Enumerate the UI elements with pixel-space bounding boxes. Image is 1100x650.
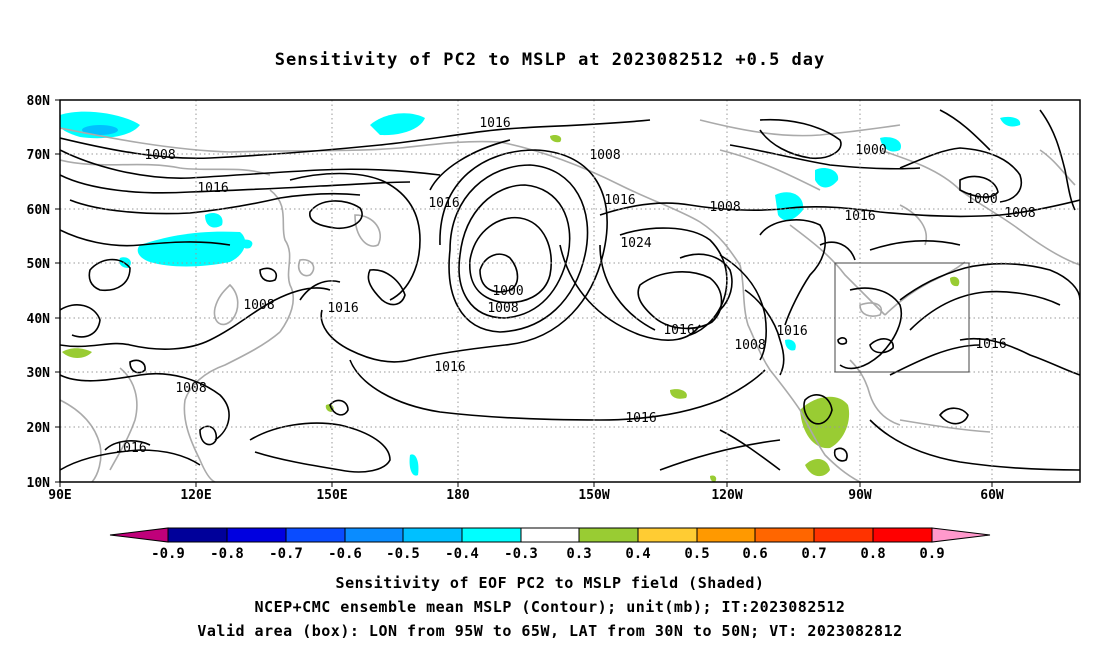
contour-label: 1016 <box>776 324 807 339</box>
lon-label: 180 <box>446 488 470 503</box>
colorbar-labels: -0.9 -0.8 -0.7 -0.6 -0.5 -0.4 -0.3 0.3 0… <box>151 546 945 562</box>
lat-label: 70N <box>27 148 51 163</box>
contour-label: 1008 <box>734 338 765 353</box>
contour-label: 1000 <box>966 192 997 207</box>
lat-label: 80N <box>27 94 51 109</box>
colorbar-swatch <box>754 527 815 543</box>
mslp-contours <box>60 109 1080 473</box>
contour-label: 1016 <box>975 337 1006 352</box>
latitude-labels: 80N 70N 60N 50N 40N 30N 20N 10N <box>27 94 51 491</box>
colorbar-swatch <box>637 527 698 543</box>
colorbar-left-arrow <box>109 527 169 543</box>
contour-label: 1016 <box>428 196 459 211</box>
coastlines <box>60 119 1080 482</box>
axis-ticks <box>55 99 993 487</box>
colorbar-label: 0.4 <box>625 546 650 562</box>
footer-line-1: Sensitivity of EOF PC2 to MSLP field (Sh… <box>335 574 765 592</box>
colorbar-right-arrow <box>931 527 991 543</box>
contour-label: 1016 <box>115 441 146 456</box>
colorbar <box>109 527 991 543</box>
colorbar-label: 0.9 <box>919 546 944 562</box>
lon-label: 150W <box>578 488 609 503</box>
contour-label: 1000 <box>855 143 886 158</box>
colorbar-label: -0.4 <box>445 546 479 562</box>
contour-label: 1016 <box>434 360 465 375</box>
contour-label: 1008 <box>487 301 518 316</box>
lat-label: 40N <box>27 312 51 327</box>
chart-title: Sensitivity of PC2 to MSLP at 2023082512… <box>274 50 826 70</box>
colorbar-swatch <box>578 527 639 543</box>
colorbar-swatch <box>520 527 580 543</box>
lon-label: 120E <box>180 488 211 503</box>
contour-label: 1016 <box>625 411 656 426</box>
contour-label: 1016 <box>844 209 875 224</box>
contour-label: 1016 <box>327 301 358 316</box>
lon-label: 90W <box>848 488 872 503</box>
grid-lines <box>60 100 1080 482</box>
colorbar-label: 0.8 <box>860 546 885 562</box>
lat-label: 10N <box>27 476 51 491</box>
colorbar-swatch <box>344 527 404 543</box>
lat-label: 20N <box>27 421 51 436</box>
lon-label: 120W <box>711 488 742 503</box>
colorbar-label: 0.6 <box>742 546 767 562</box>
contour-label: 1016 <box>197 181 228 196</box>
lon-label: 60W <box>980 488 1004 503</box>
colorbar-swatch <box>402 527 463 543</box>
lat-label: 50N <box>27 257 51 272</box>
colorbar-swatch <box>696 527 756 543</box>
contour-label: 1008 <box>709 200 740 215</box>
lon-label: 150E <box>316 488 347 503</box>
valid-area-box <box>834 262 970 373</box>
colorbar-swatch <box>813 527 874 543</box>
footer-line-3: Valid area (box): LON from 95W to 65W, L… <box>197 622 903 640</box>
colorbar-swatch <box>461 527 522 543</box>
colorbar-swatch <box>285 527 346 543</box>
colorbar-label: -0.9 <box>151 546 185 562</box>
colorbar-label: 0.7 <box>801 546 826 562</box>
contour-label: 1016 <box>604 193 635 208</box>
longitude-labels: 90E 120E 150E 180 150W 120W 90W 60W <box>48 488 1004 503</box>
contour-label: 1008 <box>175 381 206 396</box>
colorbar-label: -0.6 <box>328 546 362 562</box>
contour-label: 1000 <box>492 284 523 299</box>
colorbar-swatch <box>167 527 228 543</box>
contour-label: 1008 <box>243 298 274 313</box>
contour-label: 1008 <box>144 148 175 163</box>
colorbar-label: 0.5 <box>684 546 709 562</box>
colorbar-label: -0.3 <box>504 546 538 562</box>
map-frame <box>59 99 1081 483</box>
colorbar-label: -0.5 <box>386 546 420 562</box>
contour-label: 1024 <box>620 236 651 251</box>
contour-label: 1016 <box>663 323 694 338</box>
footer-line-2: NCEP+CMC ensemble mean MSLP (Contour); u… <box>254 598 846 616</box>
lat-label: 60N <box>27 203 51 218</box>
colorbar-label: 0.3 <box>566 546 591 562</box>
contour-label: 1016 <box>479 116 510 131</box>
contour-labels: 1016 1008 1016 1016 1008 1016 1024 1000 … <box>115 116 1035 456</box>
contour-label: 1008 <box>589 148 620 163</box>
contour-label: 1008 <box>1004 206 1035 221</box>
colorbar-label: -0.7 <box>269 546 303 562</box>
colorbar-swatch <box>872 527 933 543</box>
lon-label: 90E <box>48 488 71 503</box>
colorbar-swatch <box>226 527 287 543</box>
colorbar-label: -0.8 <box>210 546 244 562</box>
lat-label: 30N <box>27 366 51 381</box>
